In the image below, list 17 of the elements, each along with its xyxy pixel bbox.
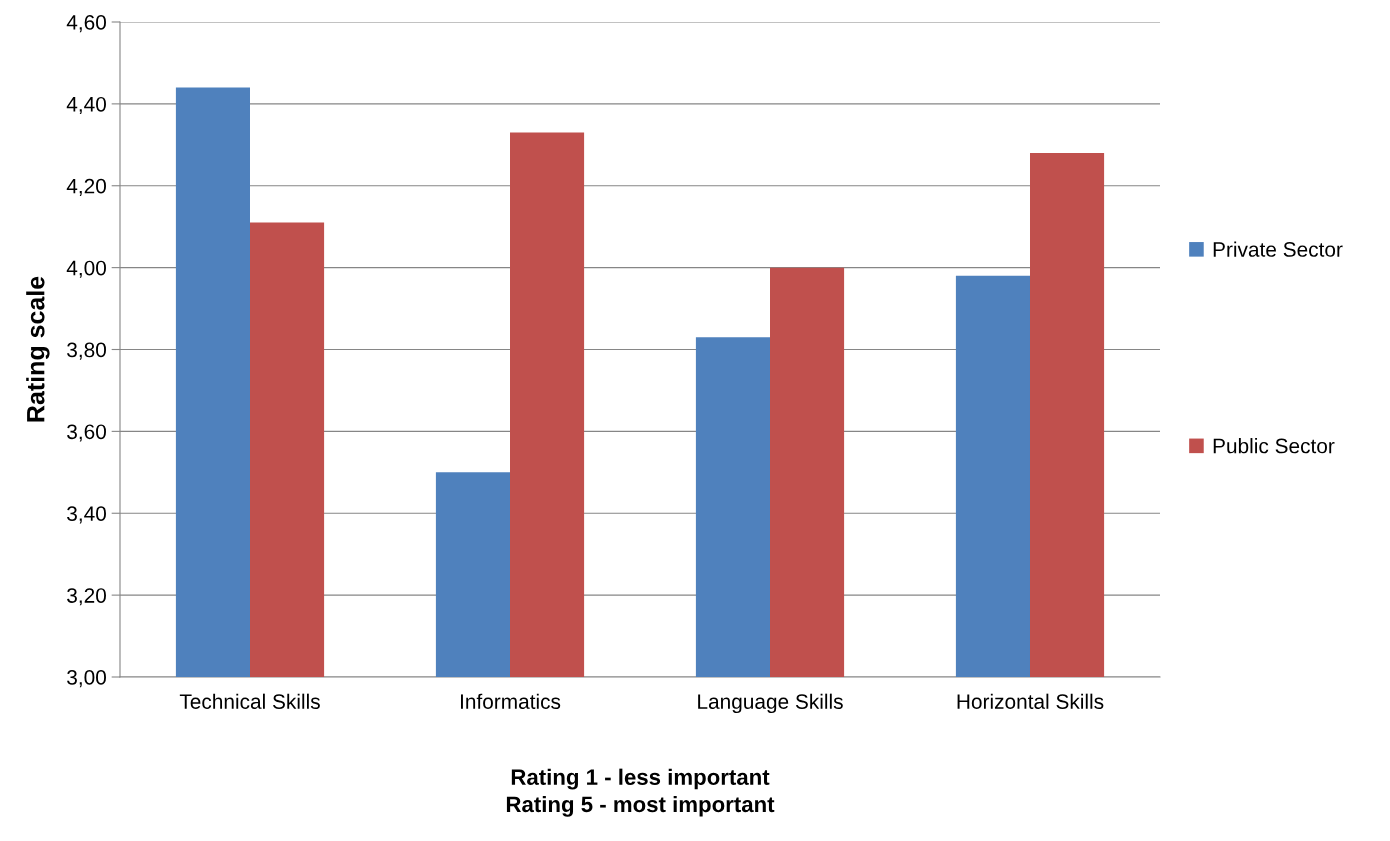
y-tick-label: 3,40 xyxy=(67,506,106,524)
y-axis-title: Rating scale xyxy=(26,276,50,422)
y-tick-label: 4,20 xyxy=(66,178,106,196)
y-tick-label: 3,00 xyxy=(67,670,106,688)
y-tick-label: 3,20 xyxy=(67,588,106,606)
x-tick-label: Technical Skills xyxy=(179,693,320,709)
y-tick-label: 4,40 xyxy=(66,96,106,115)
x-axis-title: Rating 1 - less important Rating 5 - most important xyxy=(506,768,775,817)
y-tick-label: 3,60 xyxy=(67,424,106,442)
y-tick-label: 3,80 xyxy=(67,342,106,360)
legend-label: Private Sector xyxy=(1213,241,1343,257)
x-tick-label: Horizontal Skills xyxy=(957,693,1104,709)
legend-label: Public Sector xyxy=(1213,438,1335,454)
x-tick-label: Informatics xyxy=(460,693,561,709)
y-tick-label: 4,60 xyxy=(66,15,106,33)
x-tick-label: Language Skills xyxy=(698,693,843,714)
y-tick-label: 4,00 xyxy=(66,260,106,278)
